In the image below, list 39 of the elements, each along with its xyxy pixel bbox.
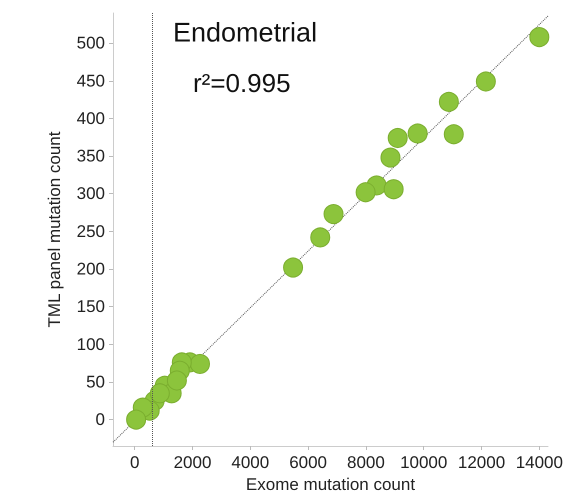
point — [476, 72, 496, 92]
point — [324, 204, 344, 224]
point — [408, 123, 428, 144]
point — [444, 124, 464, 144]
y-tick-label: 200 — [76, 260, 105, 279]
point — [356, 182, 376, 202]
point — [283, 258, 304, 278]
y-axis-title: TML panel mutation count — [45, 131, 64, 328]
x-tick-label: 2000 — [174, 453, 212, 472]
y-tick-label: 150 — [76, 297, 105, 316]
point — [166, 370, 187, 390]
y-tick-label: 0 — [96, 410, 105, 430]
x-tick-label: 8000 — [346, 453, 385, 472]
point — [380, 148, 400, 168]
x-tick-label: 4000 — [231, 453, 270, 472]
point — [310, 227, 330, 248]
y-tick-label: 100 — [76, 334, 105, 354]
y-tick-label: 300 — [76, 184, 105, 204]
x-tick-label: 12000 — [458, 453, 506, 472]
chart-title: Endometrial — [173, 18, 318, 48]
y-tick-label: 400 — [76, 108, 105, 128]
point — [438, 92, 459, 112]
y-tick-label: 500 — [76, 34, 105, 53]
y-tick-label: 350 — [76, 146, 105, 166]
x-tick-label: 10000 — [400, 453, 448, 472]
point — [150, 383, 170, 404]
annotation: r²=0.995 — [193, 68, 291, 98]
point — [388, 128, 408, 148]
point — [190, 354, 210, 374]
x-tick-label: 0 — [130, 453, 140, 472]
x-tick-label: 6000 — [289, 453, 328, 472]
y-tick-label: 250 — [76, 222, 105, 241]
point — [529, 27, 550, 48]
x-tick-label: 14000 — [516, 453, 563, 472]
x-axis-title: Exome mutation count — [246, 475, 416, 494]
y-tick-label: 450 — [76, 71, 105, 90]
point — [126, 410, 146, 430]
point — [384, 179, 404, 200]
y-tick-label: 50 — [86, 372, 105, 392]
